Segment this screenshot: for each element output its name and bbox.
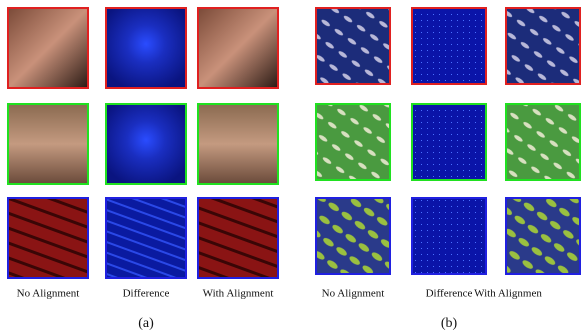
column-label: With Alignmen: [474, 288, 542, 300]
panel-caption: (a): [138, 316, 154, 331]
image-tile: [506, 104, 580, 180]
figure: No Alignment Difference With Alignment (a) N…: [0, 0, 583, 334]
image-tile: [198, 104, 278, 184]
image-tile: [506, 198, 580, 274]
image-tile: [106, 198, 186, 278]
image-tile: [412, 8, 486, 84]
image-tile: [8, 8, 88, 88]
image-tile: [8, 104, 88, 184]
image-tile: [506, 8, 580, 84]
image-tile: [316, 8, 390, 84]
image-tile: [316, 198, 390, 274]
page: {"panels": [ {"caption": "(a)", "columns…: [0, 0, 583, 334]
column-label: Difference: [123, 288, 170, 300]
image-tile: [316, 104, 390, 180]
column-label: With Alignment: [203, 288, 274, 300]
image-tile: [106, 104, 186, 184]
image-tile: [8, 198, 88, 278]
column-label: Difference: [426, 288, 473, 300]
image-tile: [198, 8, 278, 88]
image-tile: [412, 104, 486, 180]
column-label: No Alignment: [17, 288, 80, 300]
image-tile: [198, 198, 278, 278]
image-tile: [412, 198, 486, 274]
column-label: No Alignment: [322, 288, 385, 300]
image-tile: [106, 8, 186, 88]
panel-caption: (b): [441, 316, 458, 331]
